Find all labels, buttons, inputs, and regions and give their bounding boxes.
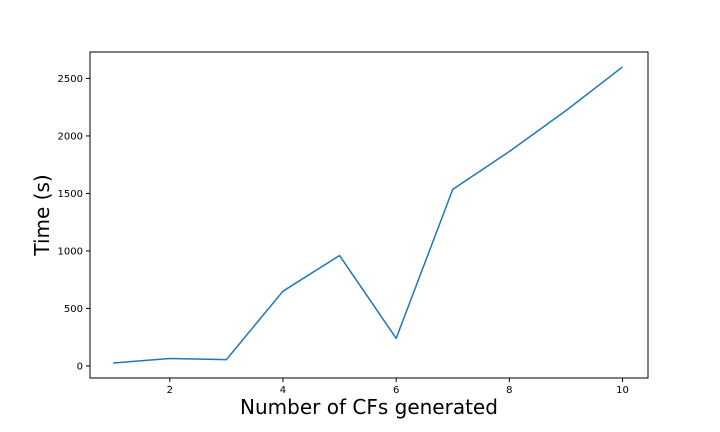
x-tick-label: 4	[280, 385, 286, 396]
y-axis-label: Time (s)	[30, 174, 54, 256]
y-tick-label: 2500	[58, 74, 83, 85]
plot-area-frame	[89, 51, 649, 379]
x-tick-label: 6	[393, 385, 399, 396]
y-tick-label: 500	[64, 304, 83, 315]
y-axis-ticks: 0 500 1000 1500 2000 2500	[58, 74, 90, 372]
x-axis-ticks: 2 4 6 8 10	[167, 378, 629, 396]
x-tick-label: 2	[167, 385, 173, 396]
x-axis-label: Number of CFs generated	[240, 395, 498, 419]
y-tick-label: 0	[77, 361, 83, 372]
series-layer	[113, 66, 623, 364]
x-tick-label: 8	[506, 385, 512, 396]
x-tick-label: 10	[616, 385, 629, 396]
y-tick-label: 2000	[58, 131, 83, 142]
y-tick-label: 1500	[58, 189, 83, 200]
series-line	[113, 66, 623, 364]
y-tick-label: 1000	[58, 246, 83, 257]
